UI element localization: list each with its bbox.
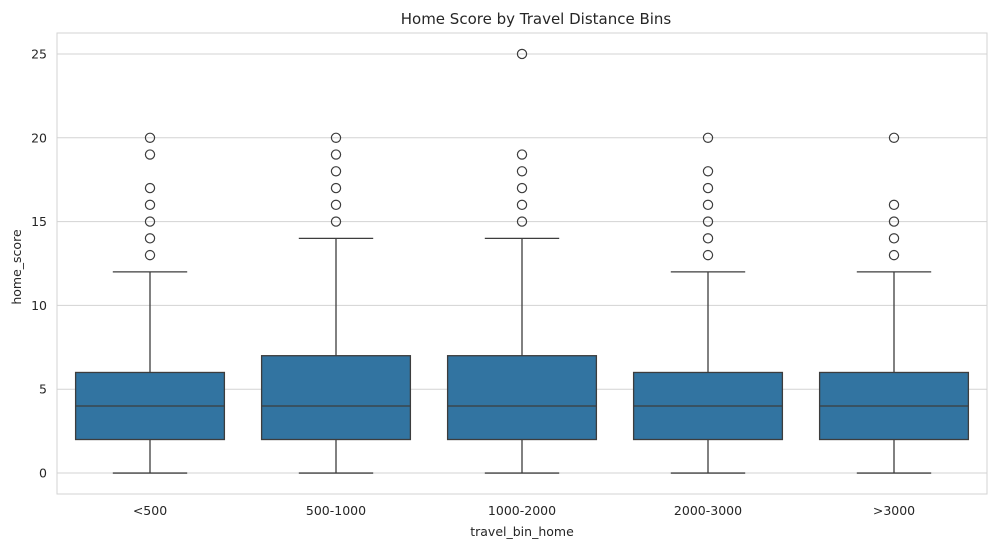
outlier-point [516, 48, 528, 60]
x-tick-label: <500 [133, 503, 167, 518]
outlier-point [516, 216, 528, 227]
box-group [446, 48, 598, 474]
x-tick-label: >3000 [873, 503, 915, 518]
x-tick-label: 2000-3000 [674, 503, 742, 518]
outlier-point [144, 149, 156, 160]
y-tick-label: 5 [39, 382, 47, 397]
outlier-point [144, 216, 156, 227]
y-tick-label: 20 [31, 130, 47, 145]
outlier-point [702, 182, 714, 194]
y-tick-label: 10 [31, 298, 47, 313]
x-axis-label: travel_bin_home [470, 524, 574, 539]
box-group [260, 132, 412, 474]
outlier-point [330, 182, 342, 194]
x-tick-label: 1000-2000 [488, 503, 556, 518]
outlier-point [702, 199, 714, 211]
outlier-point [144, 182, 156, 194]
outlier-point [888, 249, 900, 261]
outlier-point [144, 199, 156, 211]
tick-labels: 0 5 10 15 20 25 <500 500-1000 1000-2000 2000-3000… [31, 46, 915, 518]
outlier-point [330, 132, 342, 143]
outlier-point [144, 249, 156, 261]
x-tick-label: 500-1000 [306, 503, 366, 518]
outlier-point [702, 132, 714, 143]
outlier-point [144, 233, 156, 244]
outlier-point [516, 199, 528, 211]
outlier-point [330, 199, 342, 211]
y-tick-label: 25 [31, 46, 47, 61]
outlier-point [888, 132, 900, 143]
y-tick-label: 15 [31, 214, 47, 229]
outlier-point [702, 216, 714, 227]
outlier-point [888, 216, 900, 227]
outlier-point [516, 149, 528, 160]
y-tick-label: 0 [39, 466, 47, 481]
outlier-point [330, 216, 342, 227]
box-group [632, 132, 784, 474]
outlier-point [702, 233, 714, 244]
outlier-point [516, 166, 528, 177]
outlier-point [144, 132, 156, 143]
outlier-point [702, 166, 714, 177]
outlier-point [330, 149, 342, 160]
outlier-point [702, 249, 714, 261]
iqr-box [446, 355, 598, 441]
y-axis-label: home_score [9, 229, 24, 305]
box-group [74, 132, 226, 474]
iqr-box [260, 355, 412, 441]
chart-title: Home Score by Travel Distance Bins [401, 10, 672, 28]
outlier-point [888, 199, 900, 211]
outlier-point [516, 182, 528, 194]
box-group [818, 132, 970, 474]
outlier-point [330, 166, 342, 177]
outlier-point [888, 233, 900, 244]
plot-area-frame [56, 32, 988, 495]
boxes-layer [74, 48, 970, 474]
